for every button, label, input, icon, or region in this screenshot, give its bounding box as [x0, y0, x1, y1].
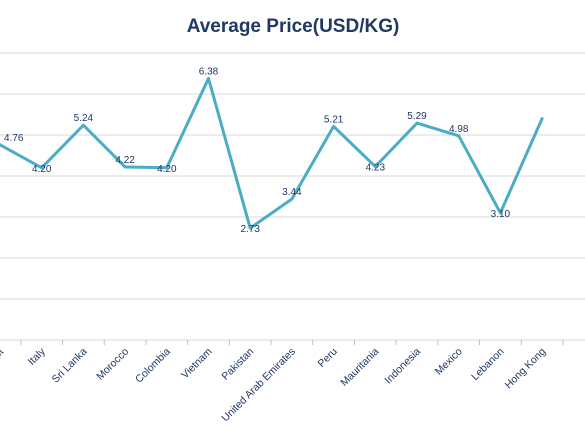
data-label: 4.20 — [157, 164, 177, 175]
x-tick-label: Italy — [26, 345, 49, 368]
data-label: 5.29 — [407, 111, 427, 122]
x-axis-labels: Egypt Italy Sri Lanka Morocco Colombia Vietna… — [0, 345, 548, 424]
series-line-group — [0, 76, 544, 230]
x-tick-label: Colombia — [133, 346, 173, 386]
data-label: 4.23 — [366, 163, 386, 174]
x-axis-ticks — [20, 340, 564, 345]
data-label: 6.38 — [199, 66, 219, 77]
data-labels: 4.76 4.20 5.24 4.22 4.20 6.38 2.73 3.44 5.21 4.23… — [4, 66, 511, 235]
x-tick-label: Egypt — [0, 346, 6, 374]
data-label: 4.98 — [449, 124, 469, 135]
data-label: 3.10 — [491, 209, 511, 220]
data-label: 4.22 — [115, 155, 135, 166]
data-label: 5.24 — [74, 113, 94, 124]
x-tick-label: Peru — [316, 346, 340, 370]
x-tick-label: Mexico — [433, 346, 465, 378]
x-tick-label: United Arab Emirates — [219, 346, 298, 425]
data-label: 4.76 — [4, 133, 24, 144]
x-tick-label: Morocco — [94, 346, 131, 383]
x-tick-label: Pakistan — [219, 346, 256, 383]
x-tick-label: Lebanon — [469, 346, 507, 384]
data-label: 5.21 — [324, 114, 344, 125]
data-label: 2.73 — [240, 224, 260, 235]
x-tick-label: Mauritania — [338, 346, 381, 389]
gridlines — [0, 52, 585, 341]
x-tick-label: Indonesia — [382, 346, 423, 387]
data-label: 4.20 — [32, 164, 52, 175]
chart-title: Average Price(USD/KG) — [187, 16, 400, 37]
x-tick-label: Hong Kong — [503, 346, 549, 392]
data-label: 3.44 — [282, 187, 302, 198]
series-line — [0, 76, 544, 230]
x-tick-label: Vietnam — [179, 345, 215, 381]
x-tick-label: Sri Lanka — [50, 346, 90, 386]
